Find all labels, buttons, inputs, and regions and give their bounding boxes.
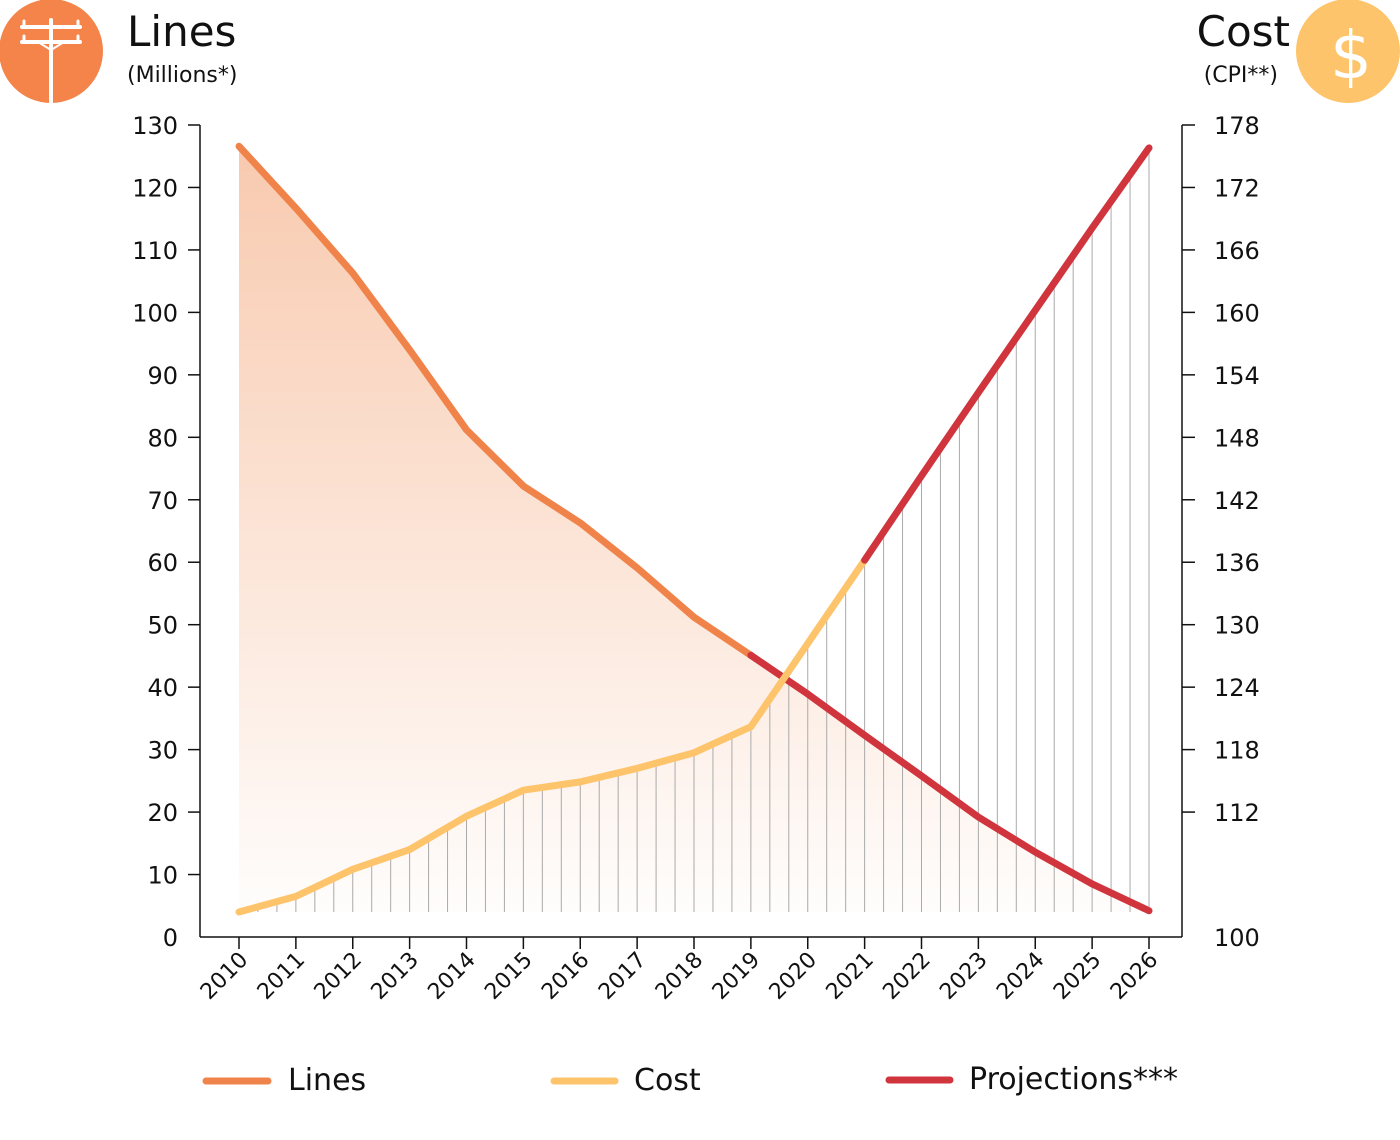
x-tick-label: 2011 [253,948,310,1005]
x-tick-label: 2015 [480,948,537,1005]
x-tick-label: 2017 [594,948,651,1005]
x-tick-label: 2018 [651,948,708,1005]
x-tick-label: 2020 [765,948,822,1005]
left-tick-label: 40 [147,674,178,702]
left-tick-label: 10 [147,862,178,890]
right-tick-label: 166 [1214,237,1260,265]
left-axis-title: Lines [127,7,236,56]
left-tick-label: 50 [147,612,178,640]
right-tick-label: 178 [1214,112,1260,140]
svg-text:$: $ [1330,17,1372,94]
right-tick-label: 142 [1214,487,1260,515]
right-tick-label: 148 [1214,424,1260,452]
left-tick-label: 0 [163,924,178,952]
right-tick-label: 172 [1214,174,1260,202]
right-tick-label: 118 [1214,737,1260,765]
x-tick-label: 2026 [1106,948,1163,1005]
right-axis-subtitle: (CPI**) [1204,63,1278,88]
legend-item-lines: Lines [202,1063,366,1098]
x-tick-label: 2022 [878,948,935,1005]
x-tick-label: 2016 [537,948,594,1005]
left-tick-label: 30 [147,737,178,765]
svg-text:Lines: Lines [288,1063,366,1098]
left-tick-label: 90 [147,362,178,390]
right-tick-label: 160 [1214,299,1260,327]
x-tick-label: 2021 [822,948,879,1005]
left-tick-label: 130 [132,112,178,140]
right-tick-label: 100 [1214,924,1260,952]
left-tick-label: 20 [147,799,178,827]
projection-line-cost [861,144,1153,564]
legend-item-projections: Projections*** [885,1062,1178,1097]
dollar-icon: $ [1296,0,1400,103]
right-tick-label: 112 [1214,799,1260,827]
x-tick-label: 2014 [423,948,480,1005]
left-tick-label: 80 [147,424,178,452]
x-tick-label: 2012 [310,948,367,1005]
legend: Lines Cost Projections*** [202,1062,1178,1098]
legend-item-cost: Cost [550,1063,701,1098]
x-tick-label: 2024 [992,948,1049,1005]
left-tick-label: 120 [132,174,178,202]
right-tick-label: 130 [1214,612,1260,640]
x-tick-label: 2013 [367,948,424,1005]
left-tick-label: 110 [132,237,178,265]
lines-area-layer [239,146,1149,912]
series-line-cost [235,556,869,916]
left-tick-label: 60 [147,549,178,577]
right-axis-title: Cost [1197,7,1290,56]
left-axis-subtitle: (Millions*) [127,63,237,88]
series-layer [235,142,1153,916]
left-tick-label: 100 [132,299,178,327]
right-tick-label: 124 [1214,674,1260,702]
right-tick-label: 154 [1214,362,1260,390]
svg-text:Projections***: Projections*** [969,1062,1178,1097]
svg-text:Cost: Cost [634,1063,701,1098]
lines-area [239,146,1149,912]
cost-hatch-layer [257,147,1150,912]
utility-pole-icon [0,0,103,105]
x-tick-label: 2023 [935,948,992,1005]
left-tick-label: 70 [147,487,178,515]
series-line-lines [235,142,755,659]
x-tick-label: 2025 [1049,948,1106,1005]
right-tick-label: 136 [1214,549,1260,577]
x-tick-label: 2019 [708,948,765,1005]
x-tick-label: 2010 [196,948,253,1005]
projection-line-lines [747,651,1153,915]
